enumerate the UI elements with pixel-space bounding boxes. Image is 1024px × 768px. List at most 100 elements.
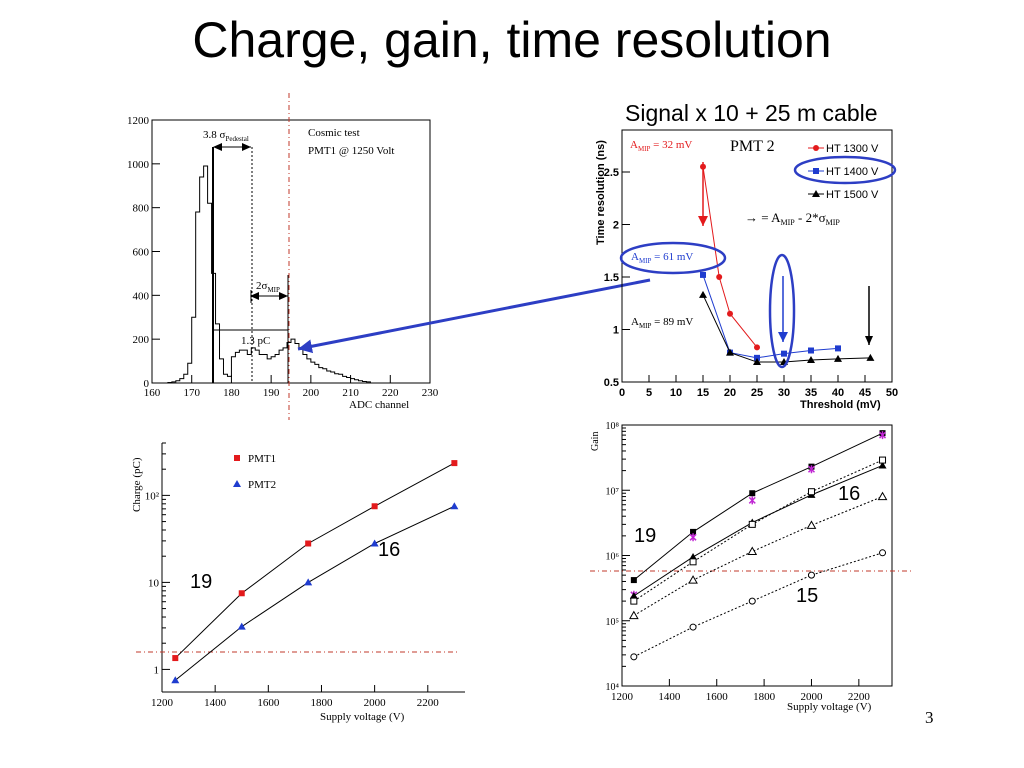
charge-legend-label-pmt2: PMT2	[248, 479, 276, 491]
legend-label-1500: HT 1500 V	[826, 189, 879, 201]
gain-axes: 10⁴ 10⁵ 10⁶ 10⁷ 10⁸ 1200 1400 1600 1800 2000 2200	[606, 421, 871, 703]
gain-frame	[621, 424, 893, 687]
adc-x-tick-label: 190	[263, 387, 280, 399]
gain-data-point	[630, 577, 637, 584]
adc-histogram-panel: 0 200 400 600 800 1000 1200 160 170 180 190 200 210…	[127, 93, 439, 420]
charge-legend-marker-pmt2	[233, 480, 241, 487]
tr-ylabel: Time resolution (ns)	[595, 140, 607, 245]
gain-data-point	[689, 558, 697, 566]
adc-frame	[151, 119, 431, 384]
amip-61-highlight-ellipse	[619, 241, 727, 275]
adc-x-tick-label: 230	[422, 387, 439, 399]
tr-x-tick-label: 40	[832, 387, 844, 399]
charge-data-point	[370, 539, 379, 547]
charge-x-tick-label: 1600	[257, 697, 280, 709]
gain-label-19: 19	[634, 525, 656, 547]
gain-data-point	[689, 552, 698, 560]
amip-89-label: AMIP = 89 mV	[631, 316, 693, 330]
gain-x-tick-label: 2200	[848, 691, 871, 703]
gain-x-tick-label: 1400	[658, 691, 681, 703]
charge-xlabel: Supply voltage (V)	[320, 711, 405, 723]
gain-data-point	[807, 571, 815, 579]
legend-highlight-ellipse	[793, 155, 897, 185]
gain-data-point	[748, 520, 756, 528]
gain-data-point	[688, 575, 698, 584]
tr-y-tick-label: 1	[613, 325, 619, 337]
gain-data-point	[807, 465, 816, 474]
charge-ylabel: Charge (pC)	[131, 457, 143, 512]
tr-data-point	[807, 355, 815, 363]
adc-info-line1: Cosmic test	[308, 127, 360, 139]
tr-x-tick-label: 35	[805, 387, 817, 399]
slide-title: Charge, gain, time resolution	[192, 12, 832, 68]
adc-x-tick-label: 200	[303, 387, 320, 399]
tr-x-tick-label: 20	[724, 387, 736, 399]
charge-data-point	[450, 502, 459, 510]
tr-x-tick-label: 15	[697, 387, 709, 399]
gain-x-tick-label: 2000	[800, 691, 823, 703]
gain-data-point	[878, 461, 887, 469]
tr-data-point	[699, 290, 707, 298]
adc-x-tick-label: 210	[342, 387, 359, 399]
charge-y-tick-label: 10²	[145, 490, 160, 502]
charge-x-tick-label: 2000	[364, 697, 387, 709]
tr-x-tick-label: 10	[670, 387, 682, 399]
gain-data-point	[628, 610, 639, 620]
gain-x-tick-label: 1600	[706, 691, 729, 703]
charge-data-point	[171, 676, 180, 684]
gain-data-point	[690, 528, 697, 535]
gain-series-line	[633, 432, 883, 581]
gain-y-tick-label: 10⁵	[606, 617, 620, 628]
charge-label: 1.3 pC	[241, 335, 270, 347]
adc-y-tick-label: 1200	[127, 115, 150, 127]
gain-x-tick-label: 1200	[611, 691, 634, 703]
gain-y-tick-label: 10⁷	[606, 486, 620, 497]
adc-y-axis: 0 200 400 600 800 1000 1200	[127, 115, 160, 390]
charge-data-point	[238, 590, 245, 597]
charge-series-layer	[171, 460, 459, 684]
mip-sigma-label: 2σMIP	[256, 280, 280, 294]
legend-label-1300: HT 1300 V	[826, 143, 879, 155]
tr-series-layer	[699, 163, 875, 366]
gain-y-tick-label: 10⁶	[606, 552, 620, 563]
page-number: 3	[925, 708, 934, 727]
tr-data-point	[834, 354, 842, 362]
gain-data-point	[878, 431, 887, 440]
charge-y-tick-label: 10	[148, 577, 160, 589]
tr-x-tick-label: 45	[859, 387, 871, 399]
connect-arrow	[297, 278, 651, 354]
gain-data-point	[879, 456, 887, 464]
adc-info-line2: PMT1 @ 1250 Volt	[308, 145, 394, 157]
charge-data-point	[304, 578, 313, 586]
gain-data-point	[806, 520, 817, 529]
tr-x-tick-label: 25	[751, 387, 763, 399]
charge-legend-label-pmt1: PMT1	[248, 453, 276, 465]
legend-marker-1400	[813, 168, 819, 174]
gain-data-point	[749, 490, 756, 497]
tr-y-tick-label: 2.5	[604, 167, 619, 179]
pedestal-sigma-label: 3.8 σPedestal	[203, 129, 249, 143]
amip-32-label: AMIP = 32 mV	[630, 139, 692, 153]
tr-data-point	[700, 271, 706, 278]
tr-data-point	[781, 350, 787, 357]
gain-data-point	[748, 597, 756, 605]
legend-label-1400: HT 1400 V	[826, 166, 879, 178]
gain-ylabel: Gain	[590, 432, 601, 451]
legend-marker-1300	[813, 145, 819, 151]
adc-y-tick-label: 0	[144, 378, 150, 390]
tr-data-point	[808, 347, 814, 354]
gain-data-point	[807, 488, 815, 496]
tr-y-tick-label: 2	[613, 220, 619, 232]
tr-data-point	[754, 354, 760, 361]
tr-data-point	[754, 344, 760, 351]
charge-data-point	[371, 503, 378, 510]
gain-data-point	[689, 623, 697, 631]
gain-y-tick-label: 10⁴	[606, 682, 620, 693]
tr-series-line	[702, 166, 758, 348]
gain-label-16: 16	[838, 483, 860, 505]
adc-histogram-line	[167, 165, 371, 384]
tr-title: PMT 2	[730, 138, 775, 155]
charge-data-point	[451, 460, 458, 467]
gain-data-point	[630, 597, 638, 605]
